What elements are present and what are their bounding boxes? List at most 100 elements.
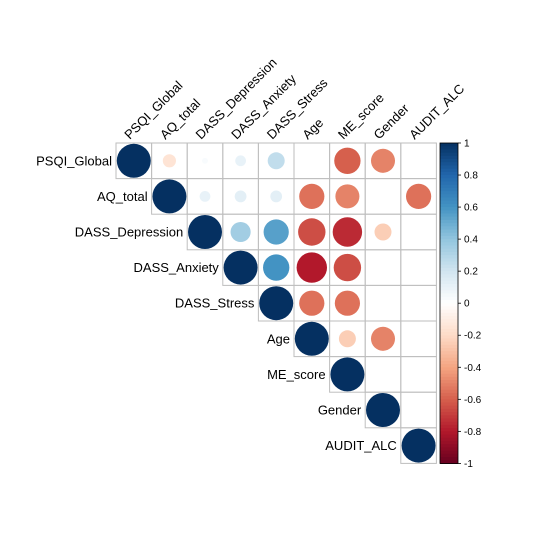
colorbar-segment: [440, 383, 458, 388]
colorbar-tick-label: 0.4: [464, 235, 478, 246]
corr-circle-DASS_Anxiety-ME_score: [333, 253, 362, 282]
colorbar-segment: [440, 325, 458, 330]
grid-cell: [293, 142, 331, 180]
grid-cell: [364, 249, 402, 286]
colorbar-segment: [440, 405, 458, 410]
colorbar-segment: [440, 290, 458, 295]
corr-circle-DASS_Anxiety-DASS_Anxiety: [223, 250, 258, 285]
colorbar-segment: [440, 251, 458, 256]
colorbar-segment: [440, 376, 458, 381]
colorbar-segment: [440, 328, 458, 333]
colorbar-segment: [440, 261, 458, 266]
row-labels: PSQI_Global AQ_total DASS_Depression DASS_A…: [36, 153, 397, 453]
colorbar-segment: [440, 396, 458, 400]
colorbar-segment: [440, 450, 458, 455]
corr-circle-AQ_total-AUDIT_ALC: [405, 183, 432, 210]
column-labels: PSQI_GlobalAQ_totalDASS_DepressionDASS_A…: [121, 55, 467, 142]
corr-circle-AUDIT_ALC-AUDIT_ALC: [401, 428, 436, 463]
colorbar-segment: [440, 421, 458, 426]
colorbar-segment: [440, 392, 458, 397]
colorbar-segment: [440, 152, 458, 157]
colorbar-segment: [440, 319, 458, 324]
colorbar-segment: [440, 287, 458, 291]
corr-circle-DASS_Depression-DASS_Depression: [188, 215, 222, 249]
colorbar-segment: [440, 312, 458, 317]
colorbar-segment: [440, 194, 458, 199]
colorbar-segment: [440, 354, 458, 359]
colorbar-segment: [440, 274, 458, 279]
colorbar-segment: [440, 357, 458, 362]
row-label-DASS_Anxiety: DASS_Anxiety: [134, 260, 220, 275]
colorbar-segment: [440, 370, 458, 375]
colorbar-segment: [440, 283, 458, 288]
colorbar-segment: [440, 232, 458, 237]
colorbar-segment: [440, 431, 458, 436]
corr-circle-AQ_total-ME_score: [335, 184, 360, 209]
colorbar-segment: [440, 216, 458, 221]
corr-circle-PSQI_Global-PSQI_Global: [116, 143, 151, 178]
corr-circle-Gender-Gender: [366, 393, 400, 427]
colorbar-tick-label: 0.6: [464, 203, 478, 214]
row-label-AQ_total: AQ_total: [97, 189, 148, 204]
colorbar-segment: [440, 338, 458, 343]
colorbar-segment: [440, 210, 458, 215]
colorbar-segment: [440, 380, 458, 384]
grid-cell: [400, 391, 437, 429]
colorbar-segment: [440, 424, 458, 429]
colorbar-segment: [440, 402, 458, 407]
colorbar-segment: [440, 408, 458, 413]
colorbar-tick-label: 0.8: [464, 171, 478, 182]
colorbar-segment: [440, 248, 458, 253]
correlation-circles: [116, 143, 436, 463]
colorbar-segment: [440, 187, 458, 192]
corr-circle-PSQI_Global-DASS_Stress: [267, 152, 285, 170]
colorbar-segment: [440, 143, 458, 147]
colorbar-segment: [440, 280, 458, 285]
colorbar-segment: [440, 255, 458, 259]
corr-circle-Age-Age: [294, 321, 329, 356]
colorbar-segment: [440, 293, 458, 298]
corr-circle-Age-ME_score: [338, 330, 356, 348]
corr-circle-AQ_total-DASS_Stress: [270, 190, 283, 203]
corr-circle-DASS_Stress-ME_score: [334, 290, 361, 316]
row-label-Age: Age: [267, 331, 290, 346]
colorbar-segment: [440, 219, 458, 224]
colorbar-tick-label: -0.4: [464, 363, 482, 374]
grid-cell: [400, 142, 437, 180]
colorbar-segment: [440, 264, 458, 269]
colorbar-segment: [440, 348, 458, 352]
colorbar-segment: [440, 175, 458, 179]
grid-cell: [400, 320, 437, 358]
grid-cell: [364, 356, 402, 393]
colorbar-segment: [440, 239, 458, 243]
colorbar-segment: [440, 351, 458, 356]
colorbar-segment: [440, 146, 458, 151]
colorbar-segment: [440, 203, 458, 208]
colorbar-tick-label: -0.2: [464, 331, 482, 342]
colorbar-segment: [440, 197, 458, 202]
colorbar: 1 0.8 0.6 0.4 0.2 0 -0.2 -0.4 -0.6 -0.8 -1: [439, 139, 482, 470]
colorbar-tick-label: 0.2: [464, 267, 478, 278]
grid-cell: [364, 178, 402, 215]
colorbar-segment: [440, 367, 458, 372]
corr-circle-DASS_Anxiety-DASS_Stress: [263, 254, 290, 281]
colorbar-segment: [440, 149, 458, 154]
corr-circle-DASS_Depression-ME_score: [332, 217, 363, 247]
colorbar-segment: [440, 335, 458, 340]
colorbar-segment: [440, 418, 458, 423]
colorbar-segment: [440, 207, 458, 211]
grid-cell: [400, 213, 437, 251]
colorbar-segment: [440, 316, 458, 320]
colorbar-segment: [440, 159, 458, 163]
colorbar-segment: [440, 364, 458, 368]
colorbar-segment: [440, 306, 458, 311]
corr-circle-DASS_Depression-DASS_Stress: [263, 219, 289, 245]
corr-circle-PSQI_Global-DASS_Anxiety: [235, 155, 246, 167]
colorbar-segment: [440, 226, 458, 231]
corr-circle-DASS_Stress-Age: [299, 290, 325, 316]
colorbar-segment: [440, 191, 458, 195]
colorbar-segment: [440, 162, 458, 167]
colorbar-segment: [440, 155, 458, 160]
colorbar-tick-label: -0.8: [464, 427, 482, 438]
colorbar-segment: [440, 386, 458, 391]
